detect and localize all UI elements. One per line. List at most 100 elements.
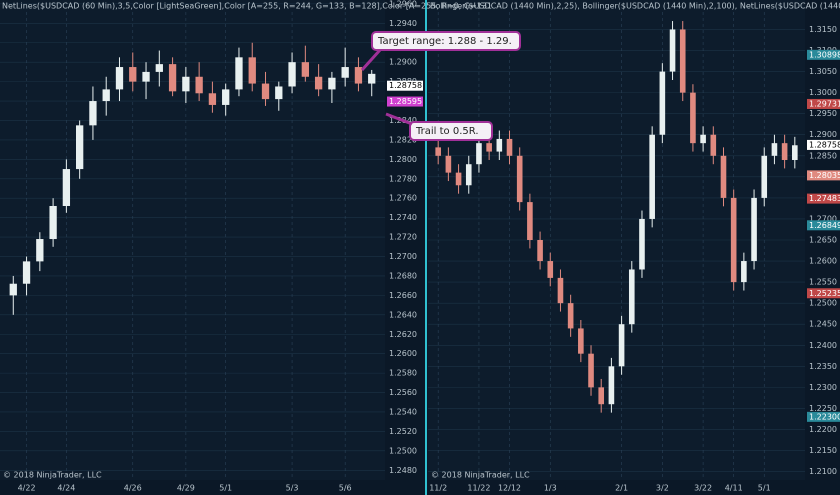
candle-body — [710, 134, 717, 156]
y-tick-label: 1.2900 — [389, 58, 417, 67]
annotation: Target range: 1.288 - 1.29. — [377, 36, 512, 47]
price-marker-label: 1.28035 — [809, 171, 840, 180]
y-tick-label: 1.3050 — [809, 67, 837, 76]
y-tick-label: 1.2940 — [389, 19, 417, 28]
x-tick-label: 11/2 — [429, 484, 447, 493]
price-marker — [807, 288, 840, 299]
y-tick-label: 1.2520 — [389, 427, 417, 436]
candle-body — [328, 77, 336, 90]
y-tick-label: 1.2600 — [809, 257, 837, 266]
y-tick-label: 1.2560 — [389, 388, 417, 397]
y-tick-label: 1.2850 — [809, 151, 837, 160]
x-tick-label: 4/11 — [725, 484, 743, 493]
x-tick-label: 1/3 — [544, 484, 557, 493]
annotation-arrow — [360, 48, 382, 72]
candle-body — [36, 239, 44, 262]
y-tick-label: 1.2480 — [389, 466, 417, 475]
price-marker-label: 1.26849 — [809, 221, 840, 230]
candle-body — [288, 62, 296, 87]
candle-body — [496, 138, 503, 152]
price-marker-label: 1.28758 — [809, 140, 840, 149]
candle-body — [578, 328, 584, 354]
y-tick-label: 1.2900 — [809, 130, 837, 139]
candle-body — [455, 172, 462, 186]
x-tick-label: 2/1 — [615, 484, 628, 493]
price-marker — [807, 220, 840, 231]
candle-body — [608, 366, 615, 405]
y-tick-label: 1.2250 — [809, 404, 837, 413]
y-tick-label: 1.2450 — [809, 320, 837, 329]
price-marker — [807, 411, 840, 422]
y-tick-label: 1.2200 — [809, 425, 837, 434]
candle-body — [368, 73, 376, 84]
annotation: Trail to 0.5R. — [415, 126, 479, 137]
x-tick-label: 11/22 — [467, 484, 490, 493]
x-tick-label: 4/29 — [177, 484, 195, 493]
candle-body — [588, 353, 594, 388]
candle-body — [182, 76, 190, 92]
candle-body — [527, 202, 533, 240]
candle-body — [557, 277, 564, 304]
y-tick-label: 1.2640 — [389, 310, 417, 319]
candle-body — [208, 93, 217, 105]
candle-body — [261, 83, 270, 100]
chart-header: Bollinger($USDCAD (1440 Min),2,25), Boll… — [430, 2, 840, 11]
candle-body — [62, 169, 71, 206]
plot-area — [0, 0, 385, 480]
y-tick-label: 1.2580 — [389, 369, 417, 378]
y-tick-label: 1.2550 — [809, 278, 837, 287]
y-tick-label: 1.2600 — [389, 349, 417, 358]
y-tick-label: 1.2700 — [809, 214, 837, 223]
candle-body — [314, 76, 323, 90]
y-tick-label: 1.3150 — [809, 25, 837, 34]
candle-body — [547, 261, 554, 278]
y-tick-label: 1.2500 — [389, 446, 417, 455]
y-tick-label: 1.2700 — [389, 252, 417, 261]
candle-body — [741, 261, 747, 283]
candle-body — [618, 324, 625, 367]
candle-body — [781, 143, 788, 160]
annotation-arrow — [385, 112, 413, 126]
candle-body — [22, 261, 31, 284]
x-tick-label: 5/6 — [339, 484, 352, 493]
candle-body — [659, 71, 666, 135]
candle-body — [567, 303, 574, 329]
price-marker — [807, 98, 840, 109]
y-tick-label: 1.2960 — [389, 0, 417, 8]
candle-body — [301, 62, 309, 77]
candle-body — [129, 67, 137, 82]
candle-body — [465, 164, 472, 186]
y-tick-label: 1.2650 — [809, 236, 837, 245]
candle-body — [9, 283, 17, 296]
watermark: © 2018 NinjaTrader, LLC — [431, 471, 530, 480]
price-marker-label: 1.27483 — [809, 194, 840, 203]
candle-body — [649, 134, 655, 219]
candle-body — [751, 197, 757, 262]
candle-body — [730, 197, 737, 283]
y-tick-label: 1.2740 — [389, 213, 417, 222]
y-tick-label: 1.2780 — [389, 174, 417, 183]
price-marker-label: 1.29731 — [809, 99, 840, 108]
candle-body — [195, 76, 203, 94]
candle-body — [720, 155, 727, 198]
price-marker — [807, 170, 840, 181]
y-tick-label: 1.2620 — [389, 330, 417, 339]
candle-body — [341, 67, 349, 78]
candle-body — [476, 143, 482, 165]
candle-body — [516, 155, 523, 203]
x-tick-label: 5/1 — [219, 484, 232, 493]
candle-body — [700, 134, 706, 144]
price-marker — [387, 80, 423, 91]
x-tick-label: 5/1 — [758, 484, 771, 493]
candle-body — [690, 92, 696, 144]
price-marker-label: 1.22300 — [809, 412, 840, 421]
candle-body — [486, 143, 492, 152]
x-tick-label: 12/12 — [498, 484, 521, 493]
annotation-box — [409, 121, 493, 141]
candle-body — [155, 64, 163, 72]
y-tick-label: 1.2720 — [389, 233, 417, 242]
x-tick-label: 5/3 — [286, 484, 299, 493]
candle-body — [628, 269, 635, 325]
y-tick-label: 1.2680 — [389, 271, 417, 280]
